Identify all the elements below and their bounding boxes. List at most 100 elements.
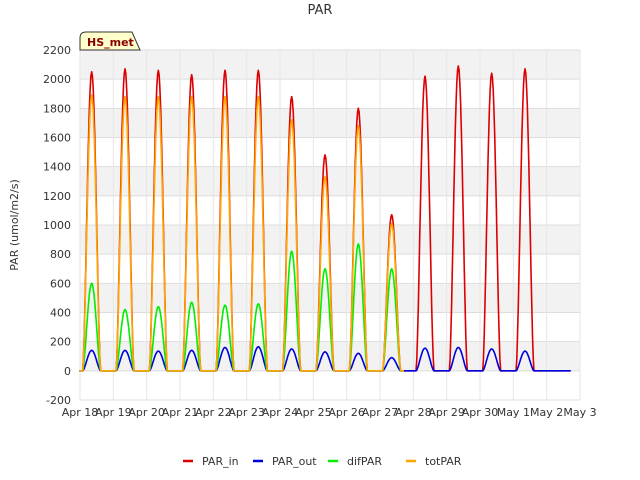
data-point [524, 68, 526, 70]
legend-label: PAR_out [272, 455, 317, 468]
y-tick-label: 1400 [43, 161, 71, 174]
y-tick-label: 1200 [43, 190, 71, 203]
data-point [90, 71, 93, 73]
x-tick-label: Apr 19 [95, 406, 132, 419]
data-point [290, 250, 293, 253]
y-tick-label: 400 [50, 307, 71, 320]
series-line [79, 94, 404, 372]
x-tick-label: Apr 20 [128, 406, 165, 419]
x-tick-label: May 2 [530, 406, 563, 419]
data-point [357, 352, 360, 355]
legend-label: difPAR [347, 455, 382, 468]
y-tick-label: 0 [64, 365, 71, 378]
data-point [157, 95, 160, 98]
x-tick-label: Apr 18 [62, 406, 99, 419]
data-point [390, 356, 393, 359]
data-point [490, 72, 493, 75]
legend-item-par-out: PAR_out [253, 455, 317, 468]
legend-label: PAR_in [202, 455, 239, 468]
series-layer [79, 65, 571, 372]
x-tick-label: Apr 24 [262, 406, 299, 419]
series-par-out [79, 345, 571, 372]
x-tick-label: Apr 27 [362, 406, 399, 419]
legend: PAR_in PAR_out difPAR totPAR [183, 455, 462, 468]
x-tick-label: Apr 22 [195, 406, 232, 419]
x-tick-label: Apr 21 [162, 406, 199, 419]
data-point [257, 95, 260, 98]
legend-item-totpar: totPAR [406, 455, 462, 468]
data-point [290, 119, 293, 121]
legend-item-par-in: PAR_in [183, 455, 239, 468]
data-point [424, 347, 426, 350]
y-tick-label: 1800 [43, 102, 71, 115]
data-point [290, 348, 293, 350]
hs-met-badge: HS_met [79, 31, 141, 51]
badge-label: HS_met [87, 36, 134, 49]
y-tick-label: 1600 [43, 132, 71, 145]
data-point [524, 350, 526, 352]
data-point [190, 95, 193, 98]
data-point [290, 95, 293, 98]
data-point [424, 75, 426, 78]
data-point [357, 243, 360, 245]
x-tick-label: Apr 28 [395, 406, 432, 419]
x-tick-label: May 1 [497, 406, 530, 419]
data-point [257, 345, 260, 348]
y-tick-label: 200 [50, 336, 71, 349]
data-point [357, 107, 360, 110]
y-tick-label: -200 [46, 394, 71, 407]
data-point [324, 176, 326, 178]
data-point [90, 349, 93, 352]
y-axis-label: PAR (umol/m2/s) [8, 179, 21, 271]
data-point [324, 351, 326, 353]
data-point [557, 370, 560, 372]
x-tick-label: Apr 25 [295, 406, 332, 419]
y-tick-label: 1000 [43, 219, 71, 232]
data-point [190, 73, 193, 76]
data-point [257, 69, 260, 72]
data-point [90, 94, 93, 97]
y-tick-label: 600 [50, 277, 71, 290]
data-point [190, 301, 193, 304]
x-tick-label: Apr 26 [328, 406, 365, 419]
series-totpar [79, 94, 404, 372]
data-point [224, 304, 226, 307]
data-point [157, 69, 160, 72]
data-point [124, 68, 126, 70]
data-point [390, 267, 393, 270]
data-point [390, 213, 393, 216]
data-point [457, 65, 460, 67]
x-tick-label: Apr 30 [462, 406, 499, 419]
y-tick-label: 2200 [43, 44, 71, 57]
y-ticks: -200 0 200 400 600 800 1000 1200 1400 1600 1800 200… [43, 44, 71, 407]
data-point [224, 346, 226, 349]
x-tick-label: Apr 23 [228, 406, 265, 419]
data-point [224, 95, 226, 98]
data-point [324, 267, 326, 270]
legend-label: totPAR [425, 455, 462, 468]
data-point [190, 349, 193, 352]
data-point [357, 125, 360, 127]
plot-band [80, 108, 580, 138]
y-tick-label: 800 [50, 248, 71, 261]
x-tick-label: May 3 [563, 406, 596, 419]
data-point [124, 95, 126, 98]
data-point [157, 305, 160, 308]
data-point [490, 348, 493, 350]
data-point [90, 282, 93, 285]
data-point [124, 349, 126, 352]
data-point [324, 154, 326, 156]
plot-band [80, 50, 580, 80]
legend-item-difpar: difPAR [328, 455, 382, 468]
data-point [390, 222, 393, 225]
data-point [124, 308, 126, 311]
data-point [224, 69, 226, 72]
x-tick-label: Apr 29 [428, 406, 465, 419]
data-point [257, 302, 260, 305]
chart-title: PAR [308, 3, 333, 18]
data-point [457, 346, 460, 349]
data-point [157, 350, 160, 352]
y-tick-label: 2000 [43, 73, 71, 86]
